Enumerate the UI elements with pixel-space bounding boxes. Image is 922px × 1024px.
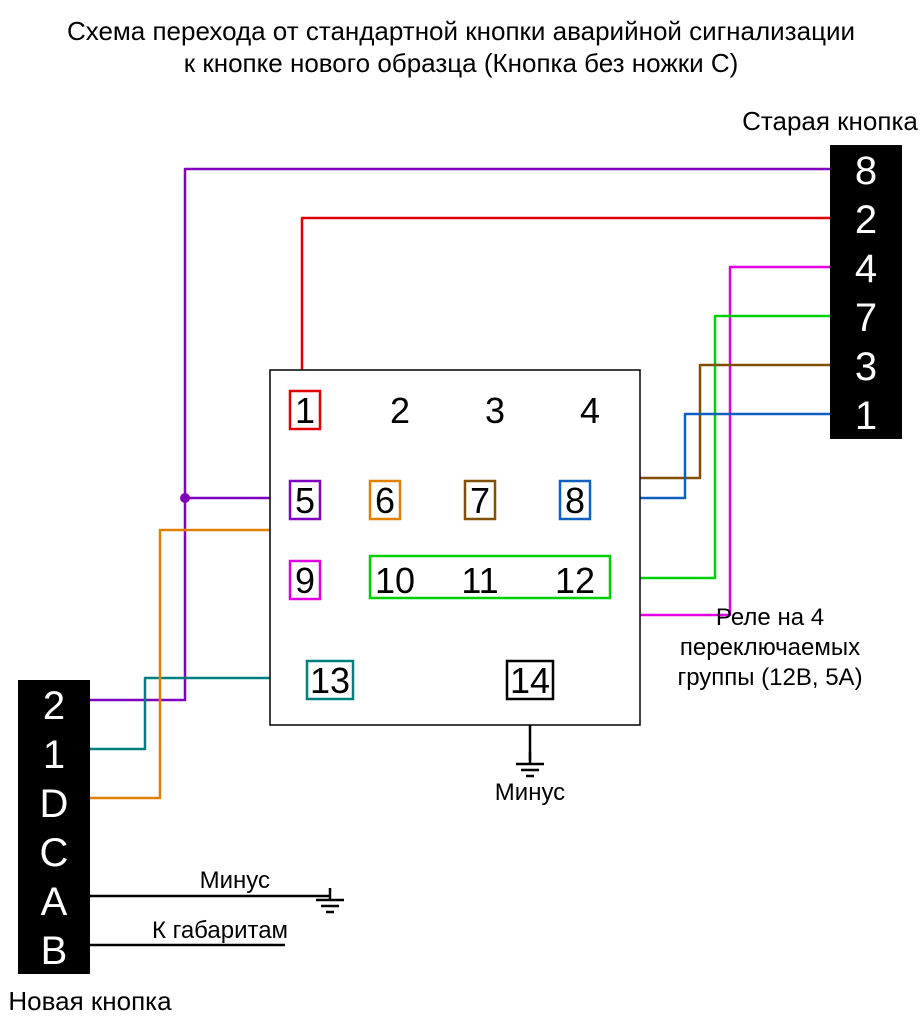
svg-text:8: 8	[855, 149, 877, 193]
relay-pin-12: 12	[555, 560, 595, 601]
relay-pin-13: 13	[310, 660, 350, 701]
relay-pin-11: 11	[461, 560, 498, 601]
relay-label-line0: Реле на 4	[716, 604, 824, 631]
svg-text:7: 7	[855, 296, 877, 340]
svg-text:C: C	[40, 831, 69, 875]
relay-pin-6: 6	[375, 480, 395, 521]
relay-pin-1: 1	[295, 390, 315, 431]
svg-text:2: 2	[855, 198, 877, 242]
relay-pin-14: 14	[510, 660, 550, 701]
junction	[180, 493, 190, 503]
new-button-label: Новая кнопка	[8, 986, 172, 1016]
relay-label-line1: переключаемых	[680, 634, 860, 661]
svg-text:1: 1	[855, 394, 877, 438]
relay-pin-4: 4	[580, 390, 600, 431]
svg-text:1: 1	[43, 733, 65, 777]
ground-label-0: Минус	[200, 867, 270, 894]
svg-text:2: 2	[43, 684, 65, 728]
svg-text:A: A	[41, 880, 68, 924]
svg-text:D: D	[40, 782, 69, 826]
ground-label-1: Минус	[495, 779, 565, 806]
relay-pin-8: 8	[565, 480, 585, 521]
relay-pin-7: 7	[470, 480, 490, 521]
old-button-label: Старая кнопка	[742, 106, 918, 136]
relay-label-line2: группы (12В, 5А)	[677, 664, 862, 691]
wire-old7-relay10-12	[610, 316, 830, 578]
extra-label-0: К габаритам	[152, 917, 288, 944]
relay-pin-9: 9	[295, 560, 315, 601]
title-line1: Схема перехода от стандартной кнопки ава…	[67, 16, 855, 46]
relay-pin-2: 2	[390, 390, 410, 431]
title-line2: к кнопке нового образца (Кнопка без ножк…	[184, 48, 739, 78]
svg-text:3: 3	[855, 345, 877, 389]
wiring-diagram: Схема перехода от стандартной кнопки ава…	[0, 0, 922, 1024]
svg-text:4: 4	[855, 247, 877, 291]
relay-pin-5: 5	[295, 480, 315, 521]
svg-text:B: B	[41, 929, 68, 973]
relay-pin-3: 3	[485, 390, 505, 431]
relay-pin-10: 10	[375, 560, 415, 601]
